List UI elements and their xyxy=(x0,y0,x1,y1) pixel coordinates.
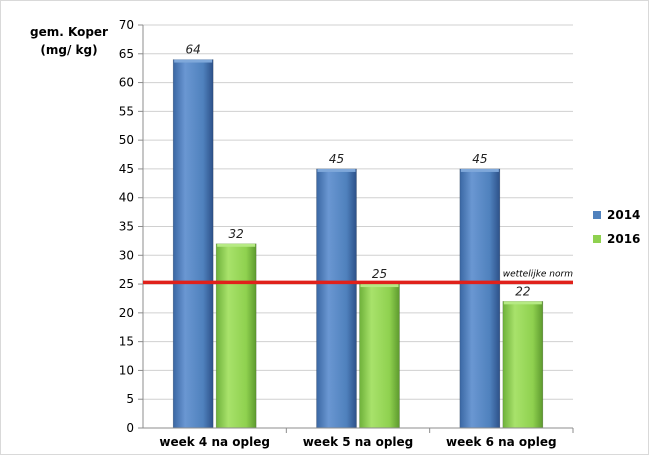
legend-label-2016: 2016 xyxy=(607,231,641,246)
legend-label-2014: 2014 xyxy=(607,207,641,222)
bar-top-highlight xyxy=(360,284,399,288)
bar-2016-2 xyxy=(359,283,400,429)
legend-swatch-2016 xyxy=(593,234,601,243)
bar-2014-3 xyxy=(459,168,501,429)
y-tick-label: 55 xyxy=(119,104,134,118)
y-tick-label: 40 xyxy=(119,191,134,205)
y-tick-label: 35 xyxy=(119,220,134,234)
y-axis-title: gem. Koper (mg/ kg) xyxy=(23,23,115,59)
y-tick-label: 50 xyxy=(119,133,134,147)
data-label: 22 xyxy=(515,284,530,298)
legend: 2014 2016 xyxy=(593,204,640,252)
bar-2014-2 xyxy=(316,168,357,429)
y-tick-label: 25 xyxy=(119,277,134,291)
y-tick-label: 10 xyxy=(119,363,134,377)
y-axis-title-line-2: (mg/ kg) xyxy=(40,43,98,57)
y-axis: 0 5 10 15 20 25 30 35 40 45 50 55 60 65 70 xyxy=(119,18,144,435)
y-tick-label: 45 xyxy=(119,162,134,176)
y-axis-title-line-1: gem. Koper xyxy=(30,25,108,39)
x-tick-label: week 6 na opleg xyxy=(446,435,557,449)
y-tick-label: 60 xyxy=(119,76,134,90)
data-label: 45 xyxy=(472,152,487,166)
bar-top-highlight xyxy=(174,59,213,63)
legend-item-2014: 2014 xyxy=(593,204,640,225)
reference-line-label: wettelijke norm xyxy=(503,269,574,279)
x-axis: week 4 na opleg week 5 na opleg week 6 na … xyxy=(143,427,574,449)
bar-2016-3 xyxy=(502,301,544,429)
bar-2016-1 xyxy=(215,243,257,429)
data-label: 64 xyxy=(186,43,201,57)
bar-top-highlight xyxy=(460,168,499,172)
bars xyxy=(172,59,544,429)
data-labels: 64 32 45 25 45 22 xyxy=(186,43,531,299)
bar-top-highlight xyxy=(317,168,356,172)
data-label: 25 xyxy=(372,267,387,281)
y-tick-label: 30 xyxy=(119,248,134,262)
bar-2014-1 xyxy=(172,59,214,429)
y-tick-label: 15 xyxy=(119,335,134,349)
legend-item-2016: 2016 xyxy=(593,228,640,249)
data-label: 32 xyxy=(229,227,244,241)
reference-line-group: wettelijke norm xyxy=(143,269,574,285)
y-tick-label: 5 xyxy=(126,392,134,406)
y-tick-label: 70 xyxy=(119,18,134,32)
y-tick-label: 20 xyxy=(119,306,134,320)
legend-swatch-2014 xyxy=(593,210,601,219)
x-tick-label: week 5 na opleg xyxy=(303,435,414,449)
data-label: 45 xyxy=(329,152,344,166)
bar-top-highlight xyxy=(217,243,256,247)
x-tick-label: week 4 na opleg xyxy=(159,435,270,449)
bar-top-highlight xyxy=(503,301,542,305)
y-tick-label: 0 xyxy=(126,421,134,435)
y-tick-label: 65 xyxy=(119,47,134,61)
